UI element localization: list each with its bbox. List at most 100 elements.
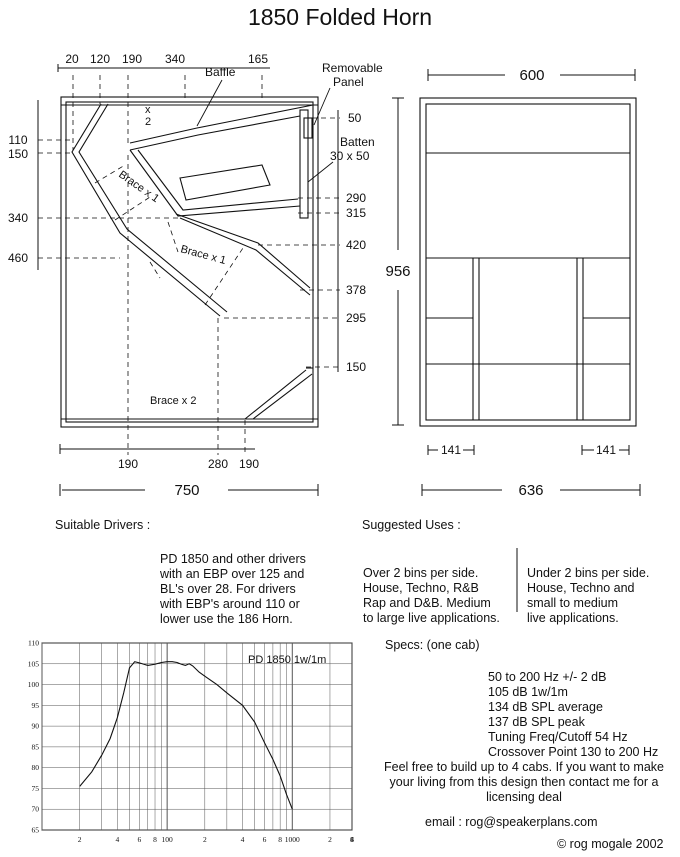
label-x2-x: x bbox=[145, 104, 151, 116]
uses-left: Over 2 bins per side. House, Techno, R&B R… bbox=[363, 551, 500, 626]
uses-heading: Suggested Uses : bbox=[362, 518, 461, 532]
dim-right-290: 290 bbox=[346, 191, 366, 205]
dim-left-110: 110 bbox=[8, 133, 27, 147]
chart-x-tick-label: 8 bbox=[278, 835, 282, 844]
specs-heading: Specs: (one cab) bbox=[385, 638, 480, 652]
drivers-line: PD 1850 and other drivers bbox=[160, 552, 306, 566]
chart-x-tick-label: 6 bbox=[138, 835, 142, 844]
dim-bottom-280: 280 bbox=[208, 457, 228, 471]
chart-y-tick-label: 75 bbox=[32, 784, 40, 793]
drivers-text: PD 1850 and other drivers with an EBP ove… bbox=[160, 537, 306, 627]
spec-line: 134 dB SPL average bbox=[488, 700, 603, 714]
dim-front-600: 600 bbox=[519, 67, 544, 84]
chart-x-tick-label: 4 bbox=[115, 835, 119, 844]
chart-y-tick-label: 70 bbox=[32, 805, 40, 814]
dim-bottom-190: 190 bbox=[118, 457, 138, 471]
label-brace-x2: Brace x 2 bbox=[150, 395, 196, 407]
dim-right-150: 150 bbox=[346, 360, 366, 374]
dim-front-956: 956 bbox=[385, 263, 410, 280]
page-title: 1850 Folded Horn bbox=[247, 4, 433, 30]
label-batten-size: 30 x 50 bbox=[330, 149, 370, 163]
chart-x-ticks: 2 4 6 8 100 2 4 6 8 1000 2 468 bbox=[78, 835, 354, 844]
chart-x-tick-label: 100 bbox=[162, 835, 174, 844]
chart-frame bbox=[41, 642, 353, 831]
spec-line: 50 to 200 Hz +/- 2 dB bbox=[488, 670, 607, 684]
chart-y-tick-label: 80 bbox=[32, 763, 40, 772]
dim-left-460: 460 bbox=[8, 251, 28, 265]
chart-y-tick-label: 105 bbox=[28, 659, 40, 668]
uses-right: Under 2 bins per side. House, Techno and s… bbox=[527, 551, 649, 626]
uses-left-line: House, Techno, R&B bbox=[363, 581, 479, 595]
dim-top-340: 340 bbox=[165, 52, 185, 66]
spec-line: Tuning Freq/Cutoff 54 Hz bbox=[488, 730, 628, 744]
licence-line: your living from this design then contac… bbox=[389, 775, 659, 789]
label-baffle: Baffle bbox=[205, 65, 236, 79]
dim-top-165: 165 bbox=[248, 52, 268, 66]
email: email : rog@speakerplans.com bbox=[425, 815, 598, 829]
chart-grid bbox=[41, 642, 353, 831]
copyright: © rog mogale 2002 bbox=[557, 837, 664, 851]
chart-x-tick-label: 4 bbox=[241, 835, 245, 844]
chart-legend: PD 1850 1w/1m bbox=[248, 654, 326, 666]
dim-right-295: 295 bbox=[346, 311, 366, 325]
label-panel: Panel bbox=[333, 75, 364, 89]
dim-front-141-left: 141 bbox=[441, 443, 461, 457]
dim-right-378: 378 bbox=[346, 283, 366, 297]
uses-left-line: Over 2 bins per side. bbox=[363, 566, 479, 580]
chart-x-tick-label: 2 bbox=[78, 835, 82, 844]
uses-left-line: to large live applications. bbox=[363, 611, 500, 625]
spec-line: Crossover Point 130 to 200 Hz bbox=[488, 745, 659, 759]
dim-right-50: 50 bbox=[348, 111, 362, 125]
label-arrows bbox=[196, 79, 334, 183]
dim-right-315: 315 bbox=[346, 206, 366, 220]
chart-x-tick-label: 2 bbox=[203, 835, 207, 844]
front-view-cabinet bbox=[419, 97, 637, 427]
chart-x-tick-label: 8 bbox=[350, 835, 354, 844]
chart-x-tick-label: 1000 bbox=[285, 835, 300, 844]
uses-right-line: House, Techno and bbox=[527, 581, 635, 595]
chart-x-tick-label: 4 bbox=[350, 835, 354, 844]
chart-y-tick-label: 85 bbox=[32, 742, 40, 751]
uses-left-line: Rap and D&B. Medium bbox=[363, 596, 491, 610]
drivers-heading: Suitable Drivers : bbox=[55, 518, 151, 532]
spec-line: 137 dB SPL peak bbox=[488, 715, 585, 729]
dim-right-420: 420 bbox=[346, 238, 366, 252]
licence-line: licensing deal bbox=[486, 790, 562, 804]
licence-line: Feel free to build up to 4 cabs. If you … bbox=[383, 760, 665, 774]
label-batten: Batten bbox=[340, 135, 375, 149]
chart-x-tick-label: 2 bbox=[328, 835, 332, 844]
uses-right-line: small to medium bbox=[527, 596, 618, 610]
chart-x-tick-label: 8 bbox=[153, 835, 157, 844]
dim-left-150: 150 bbox=[8, 147, 28, 161]
dim-left-340: 340 bbox=[8, 211, 28, 225]
chart-x-tick-label: 6 bbox=[263, 835, 267, 844]
label-x2-2: 2 bbox=[145, 116, 151, 128]
dim-width-750: 750 bbox=[174, 482, 199, 499]
drivers-line: BL's over 28. For drivers bbox=[160, 582, 296, 596]
chart-y-tick-label: 100 bbox=[28, 680, 40, 689]
chart-x-tick-label: 6 bbox=[350, 835, 354, 844]
chart-y-tick-label: 110 bbox=[28, 639, 39, 648]
uses-right-line: live applications. bbox=[527, 611, 619, 625]
dimension-bars bbox=[37, 64, 641, 496]
response-curve bbox=[79, 661, 293, 810]
chart-y-ticks: 110 105 100 95 90 85 80 75 70 65 bbox=[28, 639, 40, 835]
drivers-line: with EBP's around 110 or bbox=[160, 597, 300, 611]
chart-y-tick-label: 65 bbox=[32, 826, 40, 835]
drivers-line: with an EBP over 125 and bbox=[160, 567, 305, 581]
label-removable: Removable bbox=[322, 61, 383, 75]
dim-front-636: 636 bbox=[518, 482, 543, 499]
dim-top-120: 120 bbox=[90, 52, 110, 66]
licence-text: Feel free to build up to 4 cabs. If you … bbox=[368, 760, 680, 805]
dim-front-141-right: 141 bbox=[596, 443, 616, 457]
chart-y-tick-label: 90 bbox=[32, 722, 40, 731]
chart-y-tick-label: 95 bbox=[32, 701, 40, 710]
dim-bottom-190b: 190 bbox=[239, 457, 259, 471]
dim-top-190: 190 bbox=[122, 52, 142, 66]
side-view-cabinet bbox=[60, 96, 319, 428]
spec-line: 105 dB 1w/1m bbox=[488, 685, 568, 699]
specs-list: 50 to 200 Hz +/- 2 dB 105 dB 1w/1m 134 dB … bbox=[488, 655, 658, 760]
drivers-line: lower use the 186 Horn. bbox=[160, 612, 293, 626]
